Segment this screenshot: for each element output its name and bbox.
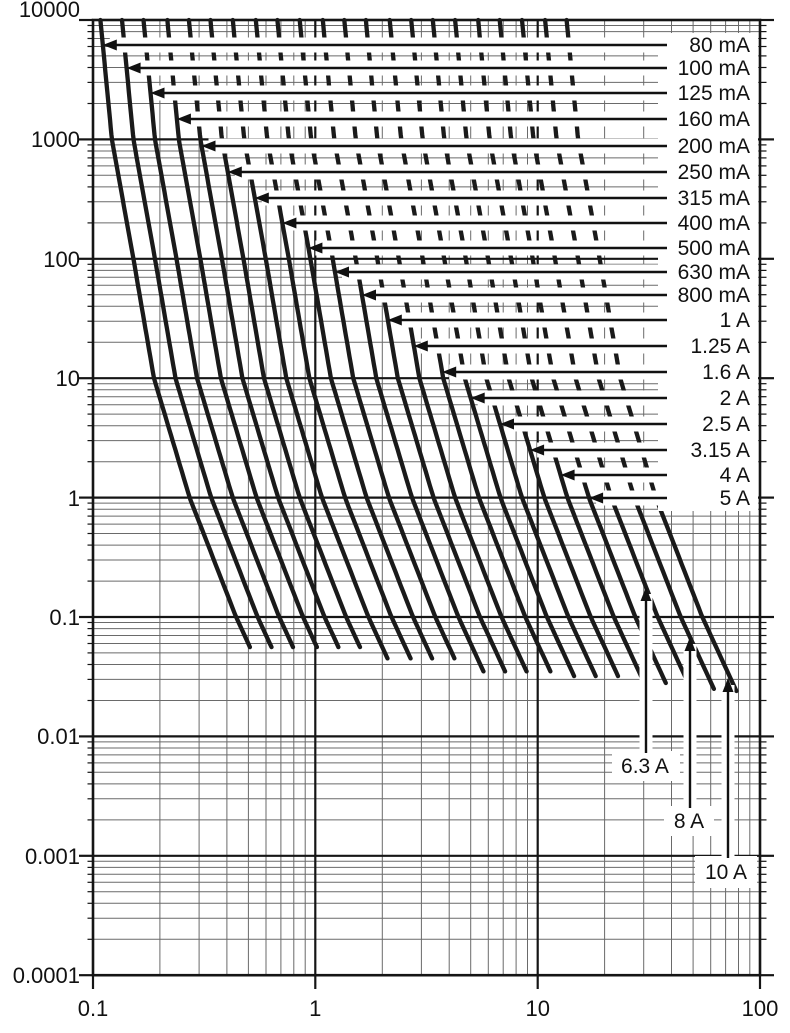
curve-label: 1.6 A [702, 361, 750, 384]
y-tick-label: 100 [43, 247, 80, 272]
curve-80mA [98, 17, 253, 650]
x-tick-label: 1 [309, 996, 321, 1021]
curve-315mA [230, 17, 390, 661]
left-arrowhead-icon [560, 469, 575, 481]
left-arrowhead-icon [308, 242, 323, 254]
curve-label: 2.5 A [702, 413, 750, 436]
axis-tick-marks [79, 18, 774, 989]
curve-label: 1 A [720, 309, 750, 332]
x-tick-label: 100 [742, 996, 779, 1021]
curve-label: 250 mA [678, 161, 750, 184]
curve-label: 160 mA [678, 108, 750, 131]
left-arrowhead-icon [102, 39, 117, 51]
annotation-label-boxes [612, 33, 758, 888]
curve-500mA [275, 17, 435, 661]
curve-label: 800 mA [678, 284, 750, 307]
curve-630mA [297, 17, 457, 661]
curve-label: 315 mA [678, 187, 750, 210]
y-tick-label: 1000 [31, 127, 80, 152]
curve-125A [363, 17, 529, 674]
left-arrowhead-icon [126, 62, 141, 74]
curve-label: 100 mA [678, 57, 750, 80]
left-arrowhead-icon [589, 492, 604, 504]
curve-10A [564, 17, 739, 694]
left-arrowhead-icon [470, 392, 485, 404]
curve-160mA [165, 17, 320, 650]
left-arrowhead-icon [362, 289, 376, 301]
y-tick-label: 1 [68, 486, 80, 511]
up-arrowhead-icon [640, 587, 652, 601]
curve-800mA [320, 17, 486, 674]
curve-label: 3.15 A [690, 439, 750, 462]
y-tick-label: 0.0001 [13, 963, 80, 988]
left-arrowhead-icon [227, 166, 242, 178]
y-tick-label: 10 [56, 366, 80, 391]
left-arrowhead-icon [254, 192, 269, 204]
up-arrowhead-icon [722, 678, 734, 692]
left-arrowhead-icon [335, 266, 349, 278]
curve-label: 200 mA [678, 135, 750, 158]
left-arrowhead-icon [150, 87, 165, 99]
left-arrowhead-icon [282, 217, 297, 229]
left-arrowhead-icon [413, 340, 428, 352]
x-axis-tick-labels: 0.1 1 10 100 [78, 996, 779, 1021]
curve-label: 4 A [720, 464, 750, 487]
annotation-arrows [102, 39, 734, 858]
left-arrowhead-icon [442, 366, 457, 378]
curve-400mA [253, 17, 413, 661]
left-arrowhead-icon [500, 418, 514, 430]
curve-125mA [141, 17, 296, 650]
left-arrowhead-icon [201, 140, 216, 152]
curve-1A [342, 17, 508, 674]
left-arrowhead-icon [176, 113, 191, 125]
curve-100mA [119, 17, 274, 650]
y-tick-label: 10000 [19, 0, 80, 22]
curve-label: 630 mA [678, 261, 750, 284]
y-axis-tick-labels: 10000 1000 100 10 1 0.1 0.01 0.001 0.0001 [13, 0, 80, 988]
curve-label: 8 A [674, 810, 704, 833]
y-tick-label: 0.01 [37, 724, 80, 749]
left-arrowhead-icon [530, 444, 545, 456]
curve-label: 500 mA [678, 237, 750, 260]
curve-label: 1.25 A [690, 335, 750, 358]
up-arrowhead-icon [684, 637, 696, 651]
y-tick-label: 0.001 [25, 844, 80, 869]
curve-label: 80 mA [689, 34, 750, 57]
curve-63A [519, 17, 693, 690]
y-tick-label: 0.1 [49, 605, 80, 630]
curve-label: 2 A [720, 387, 750, 410]
x-tick-label: 10 [525, 996, 549, 1021]
x-tick-label: 0.1 [78, 996, 109, 1021]
curve-label: 6.3 A [621, 755, 669, 778]
curve-8A [542, 17, 717, 692]
curve-label: 400 mA [678, 212, 750, 235]
curve-label: 125 mA [678, 82, 750, 105]
curve-label: 10 A [705, 861, 747, 884]
left-arrowhead-icon [387, 314, 402, 326]
curve-label: 5 A [720, 487, 750, 510]
